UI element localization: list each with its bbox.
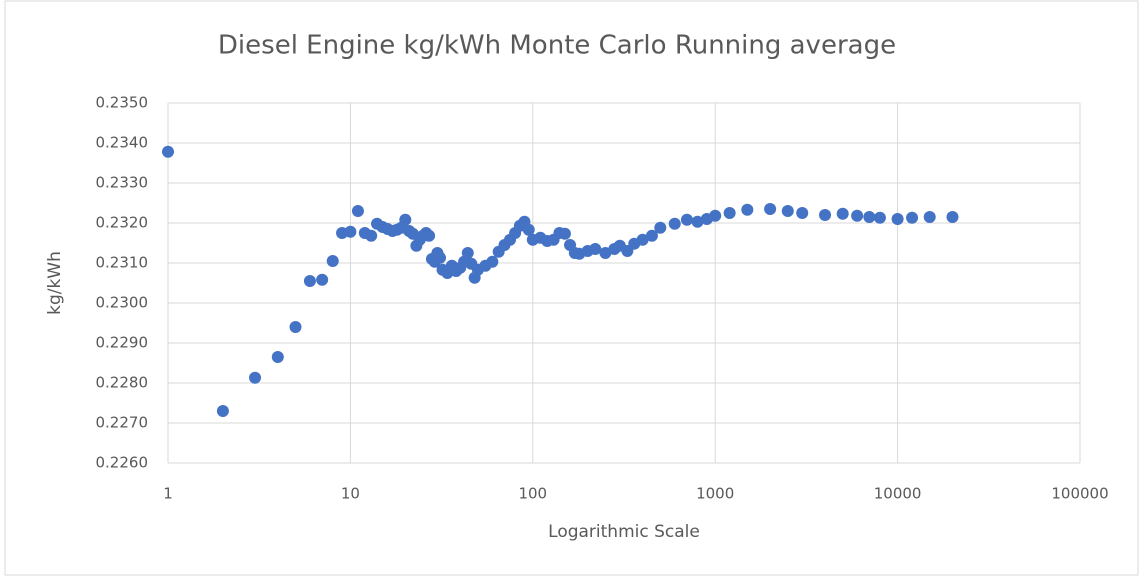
- point: [522, 223, 535, 236]
- x-tick-label: 1000: [696, 485, 734, 503]
- x-tick-label: 100000: [1051, 485, 1108, 503]
- point: [891, 213, 904, 225]
- point: [599, 247, 612, 259]
- point: [486, 255, 499, 268]
- point: [819, 209, 832, 221]
- point: [434, 251, 447, 264]
- y-axis-title: kg/kWh: [45, 251, 65, 315]
- x-tick-label: 10000: [874, 485, 922, 503]
- point: [461, 247, 474, 259]
- point: [923, 211, 936, 223]
- y-tick-label: 0.2260: [96, 454, 149, 472]
- point: [558, 227, 571, 240]
- point: [351, 205, 364, 217]
- point: [691, 215, 704, 228]
- point: [326, 255, 339, 267]
- point: [851, 209, 864, 222]
- point: [423, 229, 436, 242]
- y-tick-label: 0.2330: [96, 174, 149, 192]
- point: [589, 243, 602, 255]
- point: [399, 213, 412, 226]
- x-tick-label: 10: [341, 485, 360, 503]
- point: [162, 145, 174, 158]
- point: [946, 211, 959, 223]
- point: [303, 275, 316, 287]
- y-tick-label: 0.2270: [96, 414, 149, 432]
- point: [645, 229, 658, 242]
- point: [680, 213, 693, 226]
- y-tick-label: 0.2340: [96, 134, 149, 152]
- point: [723, 207, 736, 219]
- y-tick-label: 0.2290: [96, 334, 149, 352]
- point: [216, 405, 229, 417]
- point: [906, 211, 919, 224]
- point: [636, 233, 649, 246]
- point: [741, 203, 754, 216]
- point: [796, 207, 809, 219]
- point: [873, 211, 886, 224]
- x-tick-label: 1: [163, 485, 173, 503]
- point: [316, 273, 329, 286]
- chart-title: Diesel Engine kg/kWh Monte Carlo Running…: [218, 31, 896, 61]
- chart-border: [4, 0, 1139, 576]
- point: [365, 229, 378, 242]
- point: [836, 207, 849, 220]
- x-axis-title: Logarithmic Scale: [548, 522, 700, 542]
- point: [654, 221, 667, 234]
- point: [863, 211, 876, 223]
- y-tick-label: 0.2280: [96, 374, 149, 392]
- y-tick-label: 0.2320: [96, 214, 149, 232]
- y-tick-label: 0.2300: [96, 294, 149, 312]
- point: [781, 205, 794, 217]
- x-tick-label: 100: [518, 485, 547, 503]
- point: [709, 209, 722, 222]
- point: [764, 203, 777, 215]
- point: [271, 351, 284, 363]
- point: [249, 371, 262, 384]
- y-tick-label: 0.2350: [96, 94, 149, 112]
- point: [289, 321, 302, 333]
- point: [344, 225, 357, 238]
- point: [668, 217, 681, 230]
- y-tick-label: 0.2310: [96, 254, 149, 272]
